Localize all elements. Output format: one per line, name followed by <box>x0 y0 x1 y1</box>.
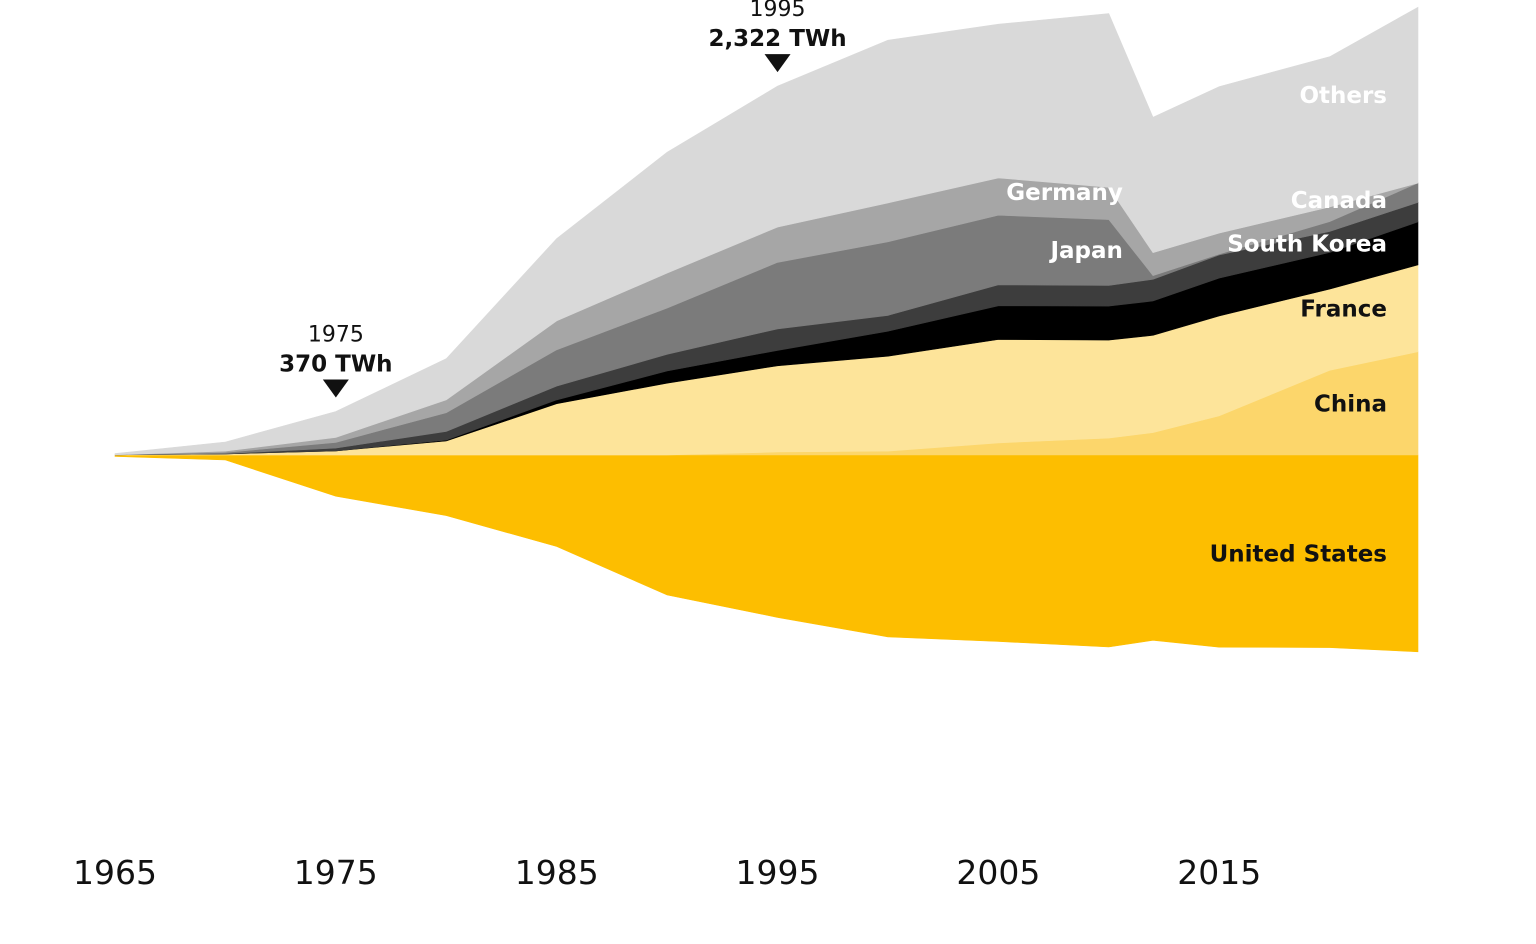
annotation-year-1995: 1995 <box>750 0 806 22</box>
label-south-korea: South Korea <box>1227 231 1387 257</box>
annotation-value-1995: 2,322 TWh <box>708 26 846 52</box>
x-axis: 1965 1975 1985 1995 2005 2015 <box>73 853 1261 892</box>
marker-1975 <box>322 379 349 398</box>
x-tick-2005: 2005 <box>956 853 1040 892</box>
label-japan: Japan <box>1048 238 1122 264</box>
label-united-states: United States <box>1210 541 1387 567</box>
series-labels: United States China France South Korea Canad… <box>1006 83 1387 567</box>
label-china: China <box>1314 391 1387 417</box>
x-tick-1965: 1965 <box>73 853 157 892</box>
label-germany: Germany <box>1006 180 1123 206</box>
label-canada: Canada <box>1291 188 1387 214</box>
label-france: France <box>1300 296 1387 322</box>
x-tick-2015: 2015 <box>1177 853 1261 892</box>
stream-areas <box>114 6 1419 653</box>
label-others: Others <box>1299 83 1387 109</box>
annotation-year-1975: 1975 <box>308 323 364 348</box>
area-others <box>114 6 1419 456</box>
x-tick-1975: 1975 <box>294 853 378 892</box>
annotation-value-1975: 370 TWh <box>279 352 392 378</box>
x-tick-1985: 1985 <box>515 853 599 892</box>
marker-1995 <box>764 54 791 73</box>
x-tick-1995: 1995 <box>736 853 820 892</box>
